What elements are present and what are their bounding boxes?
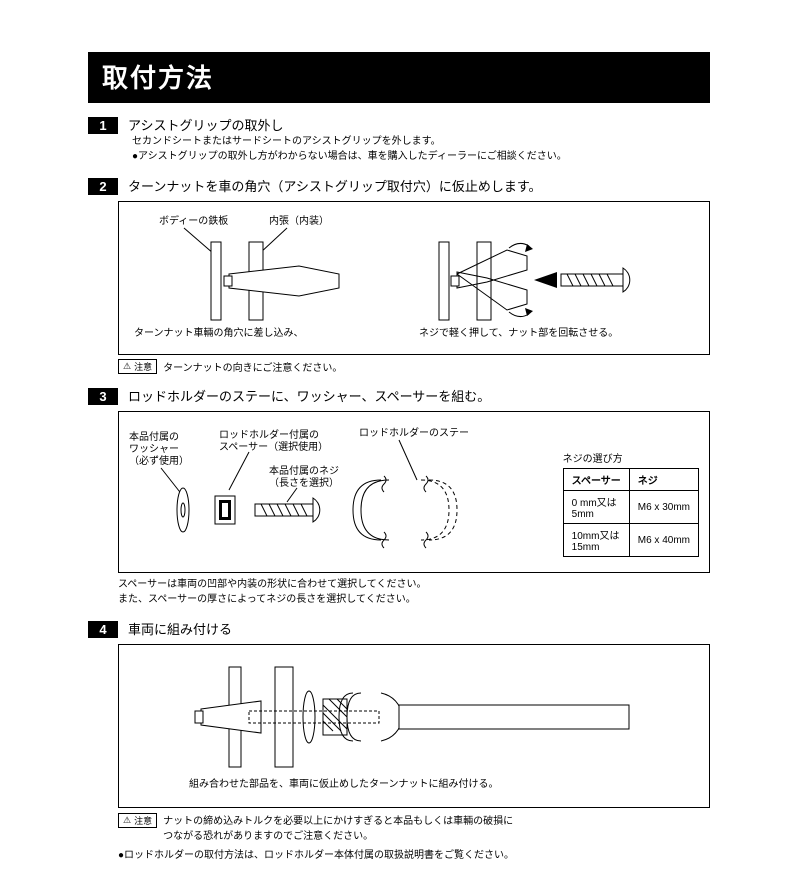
bullet-step4: ●ロッドホルダーの取付方法は、ロッドホルダー本体付属の取扱説明書をご覧ください。 [118,848,710,863]
step-title: アシストグリップの取外し [128,115,283,134]
step-number: 1 [88,117,118,134]
label-washer: 本品付属のワッシャー（必ず使用） [129,430,189,467]
figure-step2: ボディーの鉄板 内張（内装） ターンナット車輛の角穴に差し込み、 [118,201,710,355]
figure-step3: 本品付属のワッシャー（必ず使用） ロッドホルダー付属のスペーサー（選択使用） ロ… [118,411,710,573]
warning-icon: ⚠ [123,361,131,372]
table-cell: M6 x 30mm [629,491,698,524]
step-title: ターンナットを車の角穴（アシストグリップ取付穴）に仮止めします。 [128,176,542,195]
step-3: 3 ロッドホルダーのステーに、ワッシャー、スペーサーを組む。 本品付属のワッシャ… [88,386,710,607]
table-cell: 10mm又は 15mm [563,524,629,557]
step-4: 4 車両に組み付ける [88,619,710,863]
step-number: 2 [88,178,118,195]
screw-table: スペーサーネジ 0 mm又は 5mmM6 x 30mm 10mm又は 15mmM… [563,468,699,557]
step-number: 3 [88,388,118,405]
page-title: 取付方法 [88,52,710,103]
step-text: セカンドシートまたはサードシートのアシストグリップを外します。 [132,134,710,149]
step-title: ロッドホルダーのステーに、ワッシャー、スペーサーを組む。 [128,386,490,405]
warning-icon: ⚠ [123,815,131,826]
caution-text: ターンナットの向きにご注意ください。 [163,359,342,374]
table-header: スペーサー [563,469,629,491]
note-step3: スペーサーは車両の凹部や内装の形状に合わせて選択してください。 また、スペーサー… [118,577,710,607]
table-header: ネジ [629,469,698,491]
table-cell: 0 mm又は 5mm [563,491,629,524]
step-title: 車両に組み付ける [128,619,232,638]
label-screw: ネジで軽く押して、ナット部を回転させる。 [419,326,618,339]
table-cell: M6 x 40mm [629,524,698,557]
figure-step4: 組み合わせた部品を、車両に仮止めしたターンナットに組み付ける。 [118,644,710,808]
label-screw3: 本品付属のネジ（長さを選択） [269,464,339,489]
label-inner: 内張（内装） [269,214,329,227]
caution-text: ナットの締め込みトルクを必要以上にかけすぎると本品もしくは車輛の破損に つながる… [163,812,513,842]
step-text: ●アシストグリップの取外し方がわからない場合は、車を購入したディーラーにご相談く… [132,149,710,164]
label-stay: ロッドホルダーのステー [359,426,469,439]
caution-step4: ⚠注意 ナットの締め込みトルクを必要以上にかけすぎると本品もしくは車輛の破損に … [118,812,710,842]
table-title: ネジの選び方 [563,450,699,465]
step-number: 4 [88,621,118,638]
arrow-left-icon [534,272,557,288]
label-body: ボディーの鉄板 [159,214,228,227]
step-1: 1 アシストグリップの取外し セカンドシートまたはサードシートのアシストグリップ… [88,115,710,164]
step-2: 2 ターンナットを車の角穴（アシストグリップ取付穴）に仮止めします。 ボディーの… [88,176,710,374]
label-insert: ターンナット車輛の角穴に差し込み、 [134,326,304,339]
caption-step4: 組み合わせた部品を、車両に仮止めしたターンナットに組み付ける。 [189,777,499,790]
screw-icon [561,268,630,292]
label-spacer: ロッドホルダー付属のスペーサー（選択使用） [219,428,328,453]
caution-step2: ⚠注意 ターンナットの向きにご注意ください。 [118,359,710,374]
